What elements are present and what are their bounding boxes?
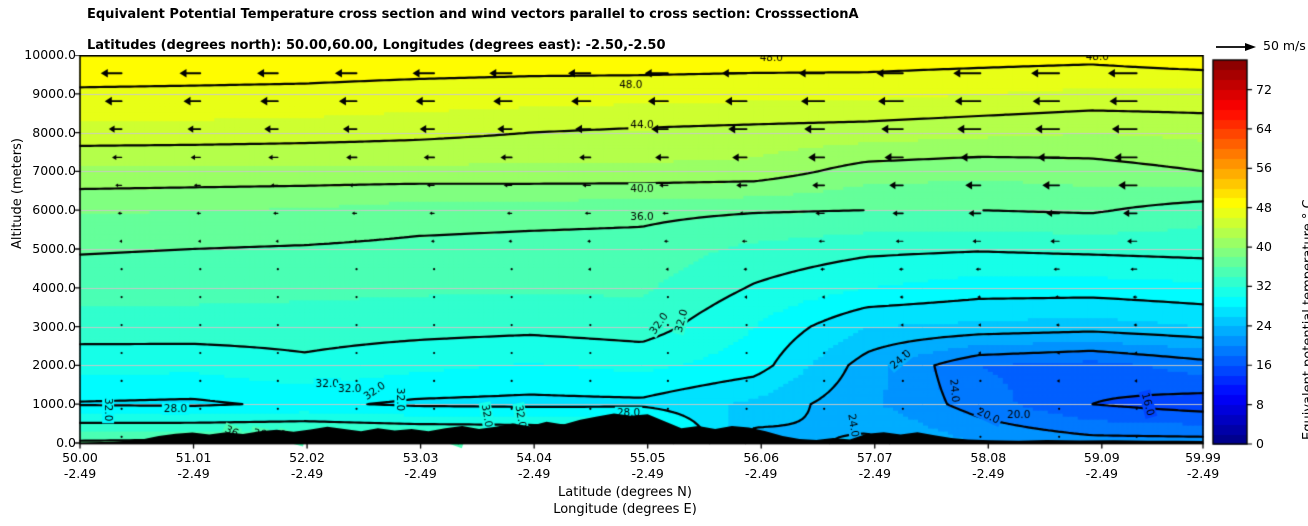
x-axis-label-latitude: Latitude (degrees N) [558,485,692,500]
colorbar-tick-label: 72 [1256,81,1272,97]
y-tick-label: 1000.0 [32,396,76,412]
colorbar [1211,58,1257,448]
y-tick-label: 10000.0 [24,47,76,62]
colorbar-tick-label: 40 [1256,239,1272,255]
cross-section-plot [74,55,1209,455]
colorbar-tick-label: 56 [1256,160,1272,176]
title-line-2: Latitudes (degrees north): 50.00,60.00, … [87,38,666,53]
colorbar-tick-label: 32 [1256,278,1272,294]
y-tick-label: 6000.0 [32,202,76,218]
colorbar-tick-label: 64 [1256,120,1272,136]
y-tick-label: 4000.0 [32,279,76,295]
y-tick-label: 7000.0 [32,163,76,179]
x-tick-label: 53.03 -2.49 [402,450,439,481]
x-tick-label: 58.08 -2.49 [970,450,1007,481]
y-tick-label: 5000.0 [32,241,76,256]
x-tick-label: 51.01 -2.49 [175,450,212,481]
y-axis-label: Altitude (meters) [10,138,25,249]
colorbar-tick-label: 48 [1256,199,1272,215]
wind-vector-legend: 50 m/s [1215,38,1306,53]
colorbar-tick-label: 0 [1256,436,1264,451]
x-tick-label: 55.05 -2.49 [629,450,666,481]
y-tick-label: 8000.0 [32,124,76,140]
y-tick-label: 2000.0 [32,357,76,373]
colorbar-tick-label: 24 [1256,317,1272,333]
x-tick-label: 59.99 -2.49 [1185,450,1221,481]
reference-arrow-icon [1216,42,1256,51]
wind-legend-text: 50 m/s [1263,38,1306,53]
x-tick-label: 59.09 -2.49 [1083,450,1120,481]
y-tick-label: 0.0 [56,435,76,450]
colorbar-tick-label: 8 [1256,396,1264,412]
colorbar-tick-label: 16 [1256,357,1272,373]
x-axis-label-longitude: Longitude (degrees E) [553,502,697,517]
colorbar-label: Equivalent potential temperature ° C [1301,199,1308,440]
x-tick-label: 50.00 -2.49 [62,450,98,481]
x-tick-label: 52.02 -2.49 [289,450,325,481]
y-tick-label: 9000.0 [32,85,76,101]
x-tick-label: 56.06 -2.49 [743,450,780,481]
x-tick-label: 54.04 -2.49 [516,450,553,481]
title-line-1: Equivalent Potential Temperature cross s… [87,7,859,22]
y-tick-label: 3000.0 [32,318,76,334]
x-tick-label: 57.07 -2.49 [856,450,893,481]
